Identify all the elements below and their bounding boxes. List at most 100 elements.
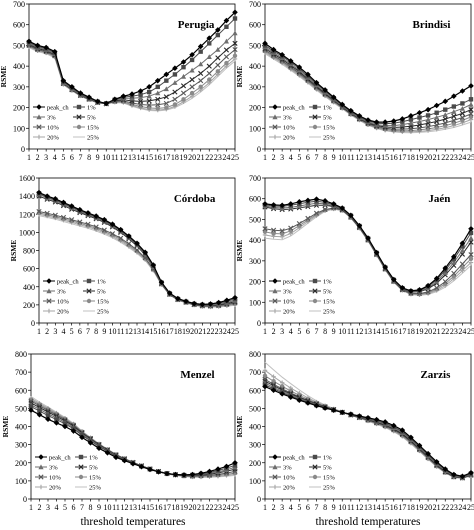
x-tick-label: 17 (166, 327, 174, 336)
series-point-peak_ch (425, 282, 431, 289)
x-tick-label: 12 (355, 327, 363, 336)
series-point-peak_ch (189, 51, 195, 58)
series-point-5% (434, 118, 440, 125)
series-point-3% (459, 106, 466, 111)
series-point-peak_ch (287, 394, 294, 400)
series-point-peak_ch (459, 473, 466, 480)
legend-marker (272, 278, 278, 284)
legend-marker (76, 114, 82, 120)
y-tick-label: 0 (257, 145, 261, 154)
series-point-peak_ch (26, 38, 32, 45)
series-point-3% (163, 86, 169, 92)
y-tick-label: 1600 (19, 174, 35, 183)
series-point-peak_ch (77, 90, 84, 96)
x-tick-label: 13 (364, 503, 372, 512)
y-tick-label: 700 (13, 0, 25, 9)
y-axis-label: RSME (235, 416, 244, 438)
series-point-1% (443, 107, 448, 112)
series-point-peak_ch (87, 440, 94, 446)
series-point-10% (52, 212, 58, 218)
series-point-peak_ch (130, 460, 136, 467)
x-tick-label: 4 (289, 503, 293, 512)
series-point-peak_ch (279, 51, 285, 58)
series-point-peak_ch (382, 419, 388, 425)
y-tick-label: 500 (249, 41, 261, 50)
series-point-peak_ch (120, 93, 127, 99)
series-point-peak_ch (172, 65, 178, 72)
series-point-peak_ch (313, 196, 320, 202)
y-tick-label: 100 (249, 124, 261, 133)
series-point-10% (468, 111, 474, 117)
x-tick-label: 21 (197, 153, 205, 162)
series-point-10% (101, 227, 107, 233)
series-point-10% (53, 412, 60, 418)
series-point-5% (425, 120, 431, 126)
series-point-15% (198, 84, 203, 90)
series-point-15% (207, 77, 212, 82)
x-tick-label: 10 (338, 153, 346, 162)
series-point-peak_ch (86, 94, 92, 101)
x-tick-label: 16 (390, 327, 398, 336)
series-point-peak_ch (262, 40, 268, 47)
series-line-peak_ch (264, 386, 472, 477)
series-point-3% (146, 93, 152, 99)
series-point-peak_ch (365, 415, 371, 421)
series-line-3% (264, 46, 472, 127)
x-tick-label: 8 (323, 503, 327, 512)
series-point-5% (155, 96, 161, 102)
series-point-peak_ch (313, 402, 320, 409)
series-point-peak_ch (399, 116, 406, 122)
x-tick-label: 17 (162, 153, 170, 162)
series-point-15% (224, 60, 229, 66)
series-point-peak_ch (442, 466, 449, 472)
y-tick-label: 600 (249, 21, 261, 30)
series-point-1% (224, 24, 229, 29)
x-tick-label: 3 (280, 153, 284, 162)
x-tick-label: 9 (332, 327, 336, 336)
series-point-peak_ch (296, 64, 303, 70)
y-tick-label: 200 (13, 104, 25, 113)
x-tick-label: 17 (398, 503, 406, 512)
x-tick-label: 9 (97, 503, 101, 512)
series-point-3% (399, 121, 405, 127)
x-tick-label: 5 (297, 153, 301, 162)
legend-label: 15% (89, 475, 102, 482)
x-tick-label: 18 (407, 327, 415, 336)
series-point-10% (93, 224, 99, 230)
series-point-peak_ch (112, 96, 118, 103)
series-point-peak_ch (468, 225, 474, 232)
series-point-peak_ch (34, 42, 41, 49)
series-point-1% (189, 57, 195, 63)
x-axis-label: threshold temperatures (80, 516, 186, 528)
legend-label: 20% (283, 309, 296, 316)
series-point-3% (198, 61, 204, 67)
x-tick-label: 22 (441, 153, 449, 162)
x-tick-label: 14 (137, 153, 145, 162)
legend-marker (312, 298, 318, 304)
series-point-10% (322, 206, 328, 213)
series-point-peak_ch (206, 468, 213, 475)
legend-label: 25% (323, 485, 336, 492)
x-tick-label: 16 (390, 153, 398, 162)
series-point-15% (232, 53, 238, 58)
series-point-5% (206, 63, 212, 69)
x-tick-label: 10 (104, 503, 112, 512)
series-point-peak_ch (175, 295, 181, 302)
x-tick-label: 4 (289, 153, 293, 162)
x-tick-label: 7 (315, 503, 319, 512)
chart-title: Córdoba (174, 193, 216, 205)
legend-label: 1% (89, 455, 98, 462)
series-point-3% (137, 95, 144, 100)
series-point-1% (181, 64, 186, 70)
x-tick-label: 11 (112, 503, 120, 512)
series-point-peak_ch (142, 249, 148, 256)
series-point-peak_ch (459, 240, 466, 247)
series-point-peak_ch (232, 294, 238, 301)
series-point-peak_ch (416, 442, 423, 449)
series-point-10% (155, 102, 161, 108)
legend-marker (272, 464, 278, 470)
x-tick-label: 25 (231, 503, 239, 512)
series-point-10% (442, 278, 448, 285)
